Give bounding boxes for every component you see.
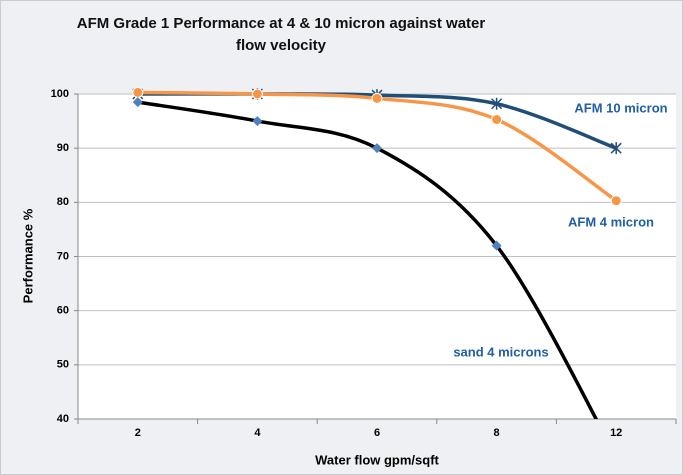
marker (491, 113, 503, 125)
series-label: AFM 10 micron (574, 100, 667, 115)
marker (491, 240, 502, 251)
series-label: AFM 4 micron (568, 214, 654, 229)
marker (491, 97, 503, 110)
y-tick-label: 60 (57, 305, 69, 317)
marker (610, 142, 622, 155)
series-line (137, 100, 599, 419)
y-tick-label: 40 (57, 413, 69, 425)
marker (132, 86, 144, 98)
x-axis-label: Water flow gpm/sqft (315, 452, 439, 467)
y-tick-label: 50 (57, 359, 69, 371)
marker (371, 92, 383, 104)
marker (252, 116, 263, 127)
y-tick-label: 90 (57, 142, 69, 154)
series-layer (132, 86, 622, 462)
y-axis-label: Performance % (20, 208, 35, 303)
x-tick-label: 4 (254, 427, 261, 439)
marker (372, 143, 382, 154)
y-tick-label: 80 (57, 196, 69, 208)
marker (251, 88, 263, 100)
x-tick-label: 8 (494, 427, 500, 439)
marker (611, 452, 621, 462)
series-label: sand 4 microns (453, 344, 548, 359)
chart-title: AFM Grade 1 Performance at 4 & 10 micron… (76, 15, 486, 54)
x-tick-label: 6 (374, 427, 380, 439)
x-tick-label: 2 (135, 427, 141, 439)
y-tick-label: 70 (57, 250, 69, 262)
y-tick-label: 100 (51, 88, 69, 100)
marker (610, 195, 622, 207)
marker (132, 97, 143, 108)
x-tick-label: 12 (610, 427, 622, 439)
